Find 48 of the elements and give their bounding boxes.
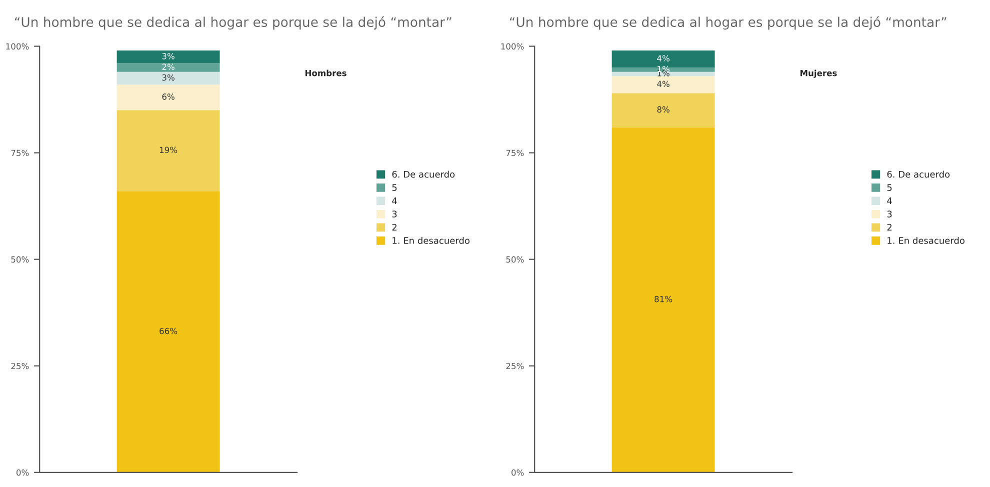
chart-title: “Un hombre que se dedica al hogar es porque se la dejó “montar” bbox=[510, 16, 946, 30]
y-tick-label: 50% bbox=[506, 256, 524, 263]
bar bbox=[612, 76, 715, 94]
bar bbox=[116, 110, 220, 192]
data-label: 19% bbox=[160, 146, 178, 154]
legend-label: 1. En desacuerdo bbox=[392, 236, 470, 244]
legend-label: 4 bbox=[392, 197, 397, 204]
y-tick-label: 0% bbox=[16, 469, 29, 476]
bar bbox=[612, 93, 715, 128]
text: Hombres bbox=[305, 70, 346, 76]
y-tick-label: 50% bbox=[11, 256, 29, 263]
bar bbox=[116, 84, 220, 110]
y-tick-label: 100% bbox=[501, 43, 524, 50]
legend-label: 2 bbox=[392, 224, 396, 231]
legend-label: 5 bbox=[887, 184, 892, 191]
data-label: 8% bbox=[657, 106, 670, 113]
legend-label: 3 bbox=[887, 210, 892, 218]
bar bbox=[612, 72, 715, 76]
legend-label: 6. De acuerdo bbox=[392, 170, 455, 178]
bar bbox=[116, 191, 220, 472]
y-tick-label: 100% bbox=[6, 43, 29, 50]
data-label: 66% bbox=[160, 328, 178, 334]
y-tick-label: 25% bbox=[506, 362, 524, 370]
data-label: 2% bbox=[162, 64, 174, 70]
chart-title: “Un hombre que se dedica al hogar es porque se la dejó “montar” bbox=[14, 16, 452, 30]
bar bbox=[612, 68, 715, 72]
legend-label: 6. De acuerdo bbox=[887, 170, 950, 178]
data-label: 81% bbox=[654, 296, 672, 302]
bar bbox=[116, 63, 220, 72]
legend-label: 2 bbox=[887, 224, 892, 231]
data-label: 6% bbox=[162, 94, 174, 100]
data-label: 3% bbox=[162, 74, 174, 81]
data-label: 3% bbox=[162, 53, 174, 60]
legend-label: 3 bbox=[392, 210, 397, 218]
data-label: 4% bbox=[657, 80, 670, 88]
y-tick-label: 0% bbox=[512, 469, 524, 476]
y-tick-label: 25% bbox=[11, 362, 29, 370]
data-label: 1% bbox=[658, 70, 670, 76]
data-label: 4% bbox=[657, 55, 670, 62]
legend-label: 5 bbox=[392, 184, 397, 191]
data-label: 1% bbox=[658, 66, 670, 72]
text: Mujeres bbox=[800, 70, 837, 78]
legend-label: 4 bbox=[887, 197, 892, 204]
y-tick-label: 75% bbox=[506, 150, 524, 156]
legend-label: 1. En desacuerdo bbox=[888, 236, 964, 244]
bar bbox=[116, 72, 220, 85]
bar bbox=[116, 50, 220, 64]
y-tick-label: 75% bbox=[11, 150, 29, 156]
